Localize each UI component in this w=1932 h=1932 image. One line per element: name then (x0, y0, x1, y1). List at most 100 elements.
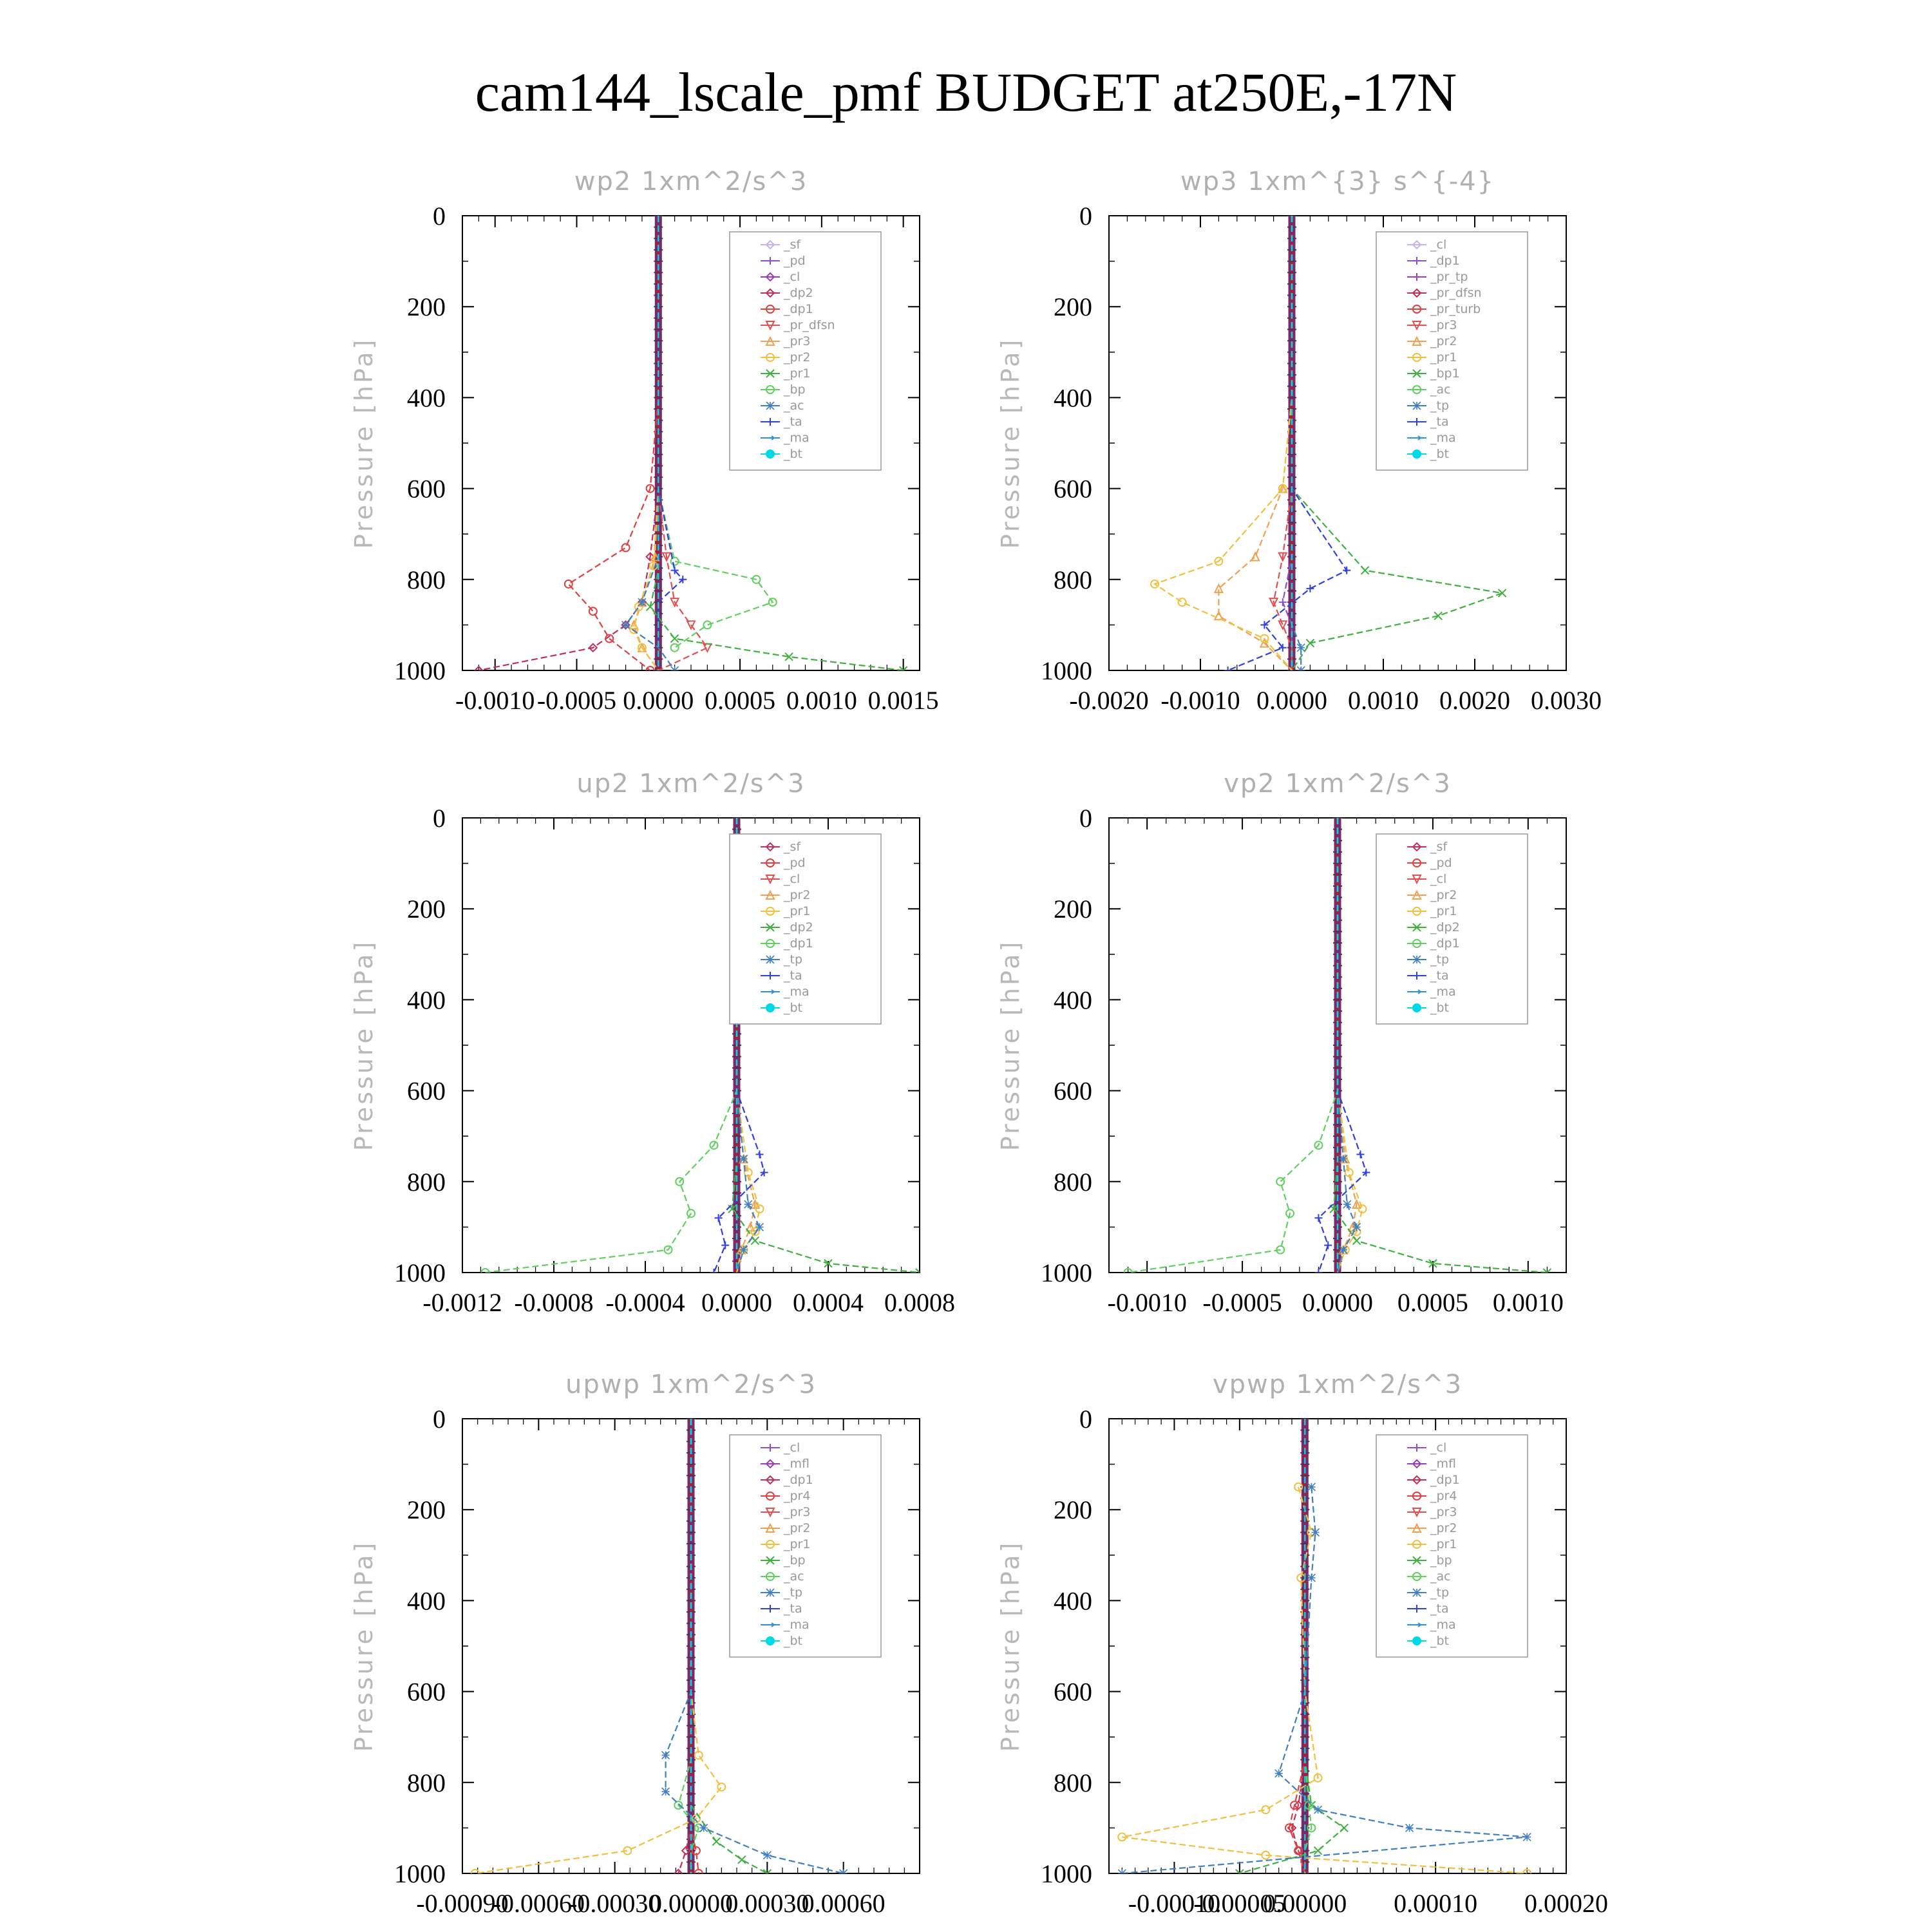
series-point (744, 1200, 753, 1209)
series-group (1117, 1419, 1532, 1873)
legend-label: _ta (783, 969, 802, 983)
legend-marker (765, 875, 775, 885)
legend-label: _dp2 (1430, 920, 1460, 934)
legend-marker (1412, 1522, 1422, 1533)
legend-label: _pd (783, 254, 806, 268)
series-point (605, 634, 614, 643)
x-tick-label: 0.0010 (1493, 1288, 1564, 1317)
legend-label: _pr1 (783, 904, 810, 918)
legend-label: _dp2 (783, 920, 813, 934)
series-point (743, 1168, 753, 1177)
x-tick-label: -0.0008 (514, 1288, 593, 1317)
x-tick-label: 0.0004 (793, 1288, 864, 1317)
y-tick-label: 0 (1079, 202, 1092, 231)
series-line-bp (1239, 1419, 1345, 1873)
legend-label: _dp1 (783, 936, 813, 951)
legend-box (1376, 833, 1528, 1025)
series-point (762, 1869, 772, 1873)
legend-marker (765, 1522, 775, 1533)
series-point (645, 602, 655, 611)
series-point (675, 1177, 685, 1186)
y-tick-label: 0 (1079, 804, 1092, 833)
y-tick-label: 1000 (1041, 1859, 1092, 1888)
x-tick-label: -0.00005 (1193, 1889, 1285, 1918)
series-group (473, 216, 908, 670)
legend-marker (1412, 288, 1422, 298)
legend-marker (765, 272, 775, 282)
legend-marker (1412, 336, 1422, 346)
series-point (1339, 1154, 1348, 1164)
series-point (1356, 1150, 1365, 1159)
legend-marker (766, 955, 775, 964)
legend-label: _cl (1430, 238, 1446, 252)
legend-marker (766, 1588, 775, 1597)
legend-label: _ma (783, 985, 810, 999)
series-point (663, 1245, 673, 1255)
series-point (717, 1782, 726, 1792)
chart-panel-2: wp3 1xm^{3} s^{-4} Pressure [hPa] 0 200 400 6… (996, 167, 1602, 715)
series-point (1213, 611, 1224, 621)
x-tick-label: -0.0020 (1069, 686, 1148, 715)
legend-marker (766, 1572, 775, 1581)
series-point (1285, 1209, 1295, 1218)
x-tick-label: -0.0005 (537, 686, 616, 715)
legend-label: _pr3 (783, 334, 810, 348)
x-tick-label: 0.0000 (1302, 1288, 1373, 1317)
y-tick-label: 800 (407, 1768, 446, 1797)
legend-label: _ac (1430, 383, 1451, 397)
x-tick-label: 0.00010 (1394, 1889, 1477, 1918)
legend-label: _pr4 (1430, 1489, 1457, 1503)
series-point (621, 620, 630, 629)
legend-label: _tp (1430, 952, 1449, 967)
legend-box (1376, 231, 1528, 471)
y-tick-label: 1000 (394, 1258, 446, 1287)
series-point (1224, 667, 1232, 670)
legend-marker (1413, 1444, 1421, 1452)
legend-label: _dp2 (783, 286, 813, 300)
series-point (739, 1154, 748, 1164)
legend-label: _dp1 (1430, 254, 1460, 268)
series-point (1294, 1482, 1303, 1492)
series-point (623, 1846, 632, 1855)
series-point (661, 552, 672, 562)
series-point (1343, 1200, 1352, 1209)
panel-title: vpwp 1xm^2/s^3 (1213, 1370, 1463, 1399)
legend-marker (765, 1475, 775, 1485)
series-point (915, 1268, 920, 1273)
series-point (1339, 1245, 1348, 1255)
series-point (755, 1150, 764, 1159)
legend-label: _dp1 (783, 1473, 813, 1487)
x-tick-label: 0.0020 (1439, 686, 1510, 715)
x-tick-label: 0.0030 (1531, 686, 1602, 715)
legend-label: _ac (1430, 1569, 1451, 1584)
legend-label: _dp1 (783, 302, 813, 316)
y-tick-label: 0 (433, 804, 446, 833)
series-point (673, 1868, 683, 1873)
legend-marker (765, 842, 775, 852)
series-point (1296, 666, 1305, 670)
x-tick-label: 0.0000 (1256, 686, 1327, 715)
series-point (649, 561, 658, 571)
legend-label: _dp1 (1430, 936, 1460, 951)
legend-marker (1412, 1492, 1421, 1501)
series-point (1290, 1801, 1300, 1810)
series-point (1434, 611, 1443, 620)
legend-marker (766, 305, 775, 314)
legend-label: _bp (1430, 1553, 1452, 1567)
series-point (670, 666, 679, 670)
legend-label: _pr3 (783, 1505, 810, 1519)
series-line-dp1 (1128, 818, 1339, 1273)
y-axis-label: Pressure [hPa] (996, 1540, 1025, 1752)
legend-marker (1413, 257, 1421, 265)
series-point (699, 1823, 708, 1832)
legend-label: _tp (1430, 399, 1449, 413)
legend-marker (1412, 858, 1421, 867)
legend-marker (766, 989, 775, 994)
y-tick-label: 200 (407, 292, 446, 321)
y-axis-label: Pressure [hPa] (996, 940, 1025, 1151)
x-tick-label: -0.0010 (1160, 686, 1240, 715)
series-point (1314, 1141, 1323, 1150)
legend-label: _sf (783, 238, 801, 252)
legend-label: _pr3 (1430, 318, 1457, 332)
series-point (670, 634, 679, 643)
